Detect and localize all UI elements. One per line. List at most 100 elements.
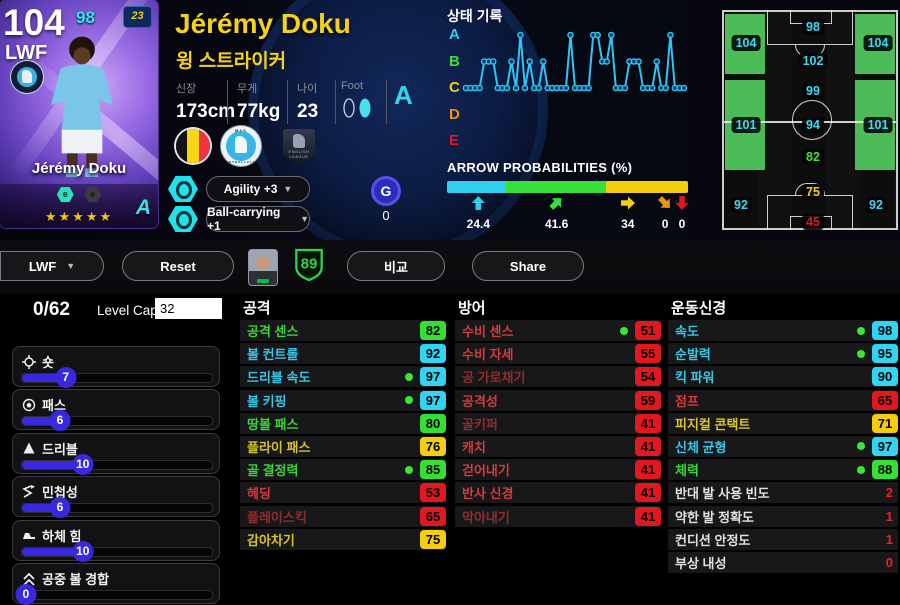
slider-knob[interactable]: 0	[15, 584, 37, 605]
league-badge-text: ENGLISH LEAGUE	[288, 149, 310, 159]
position-selector-label: LWF	[28, 258, 57, 274]
stat-row: 캐치 41	[455, 435, 661, 457]
arrow-marker-up: 24.4	[467, 195, 490, 231]
height-block: 신장 173cm	[176, 80, 235, 123]
compare-button[interactable]: 비교	[347, 251, 445, 281]
stat-label: 땅볼 패스	[247, 416, 299, 432]
slider-fill	[22, 504, 60, 513]
condition-history-chart	[462, 31, 688, 92]
up-right-arrow-icon	[549, 198, 562, 210]
pitch-rating-cf: 98	[802, 19, 824, 35]
belgium-flag-icon	[176, 129, 210, 163]
skill-dropdown-ball-carrying[interactable]: Ball-carrying +1 ▼	[206, 205, 310, 233]
stat-value-badge: 41	[635, 460, 661, 480]
skill-dropdown-agility[interactable]: Agility +3 ▼	[206, 176, 310, 202]
slider-track[interactable]: 7	[21, 367, 213, 388]
stat-value-badge: 65	[420, 506, 446, 526]
condition-level-A: A	[449, 26, 460, 43]
dribble-cone-icon	[23, 442, 35, 454]
efootball-hex-icon: e	[84, 187, 102, 202]
arrow-marker-down-right: 0	[657, 195, 673, 231]
chevron-down-icon: ▼	[66, 261, 76, 271]
stat-row: 플레이스킥 65	[240, 505, 446, 527]
slider-track[interactable]: 6	[21, 497, 213, 519]
manager-avatar[interactable]	[248, 249, 278, 286]
stat-value-badge: 92	[420, 344, 446, 364]
footprints-icon	[343, 98, 371, 118]
height-value: 173cm	[176, 101, 236, 122]
training-label: 공중 볼 경합	[42, 572, 110, 587]
card-club-emblem-icon	[11, 61, 43, 93]
stat-label: 공 가로채기	[462, 370, 526, 386]
stat-row: 피지컬 콘택트 71	[668, 412, 898, 434]
card-season-emblem: 23	[123, 6, 152, 28]
stat-value-badge: 90	[872, 367, 898, 387]
stat-label: 킥 파워	[675, 370, 715, 386]
slider-knob[interactable]: 6	[49, 497, 71, 519]
stat-row: 신체 균형 97	[668, 435, 898, 457]
stat-value-badge: 41	[635, 436, 661, 456]
pitch-rating-cmf: 94	[802, 117, 824, 133]
agility-zigzag-icon	[22, 484, 35, 498]
gp-value: 0	[382, 208, 390, 223]
slider-fill	[22, 374, 66, 382]
reset-button[interactable]: Reset	[122, 251, 234, 281]
stat-row: 땅볼 패스 80	[240, 412, 446, 434]
stat-value-badge: 97	[872, 436, 898, 456]
stat-column-2: 방어 수비 센스 51 수비 자세 55 공 가로채기 54 공격성 59 골키퍼 41 캐치 41 걷어…	[455, 297, 661, 529]
stat-value-badge: 41	[635, 483, 661, 503]
trained-dot-icon	[857, 326, 865, 335]
arrow-probabilities-title: ARROW PROBABILITIES (%)	[447, 160, 633, 175]
stat-row: 공격성 59	[455, 389, 661, 411]
weight-value: 77kg	[237, 101, 281, 122]
stat-label: 공격 센스	[247, 324, 299, 339]
stat-value-badge: 65	[872, 390, 898, 410]
stat-value: 1	[885, 531, 893, 547]
stat-row: 볼 컨트롤 92	[240, 343, 446, 365]
action-bar: LWF ▼ Reset 89 비교 Share	[0, 240, 900, 293]
center-circle	[792, 100, 832, 140]
slider-track[interactable]: 6	[21, 410, 213, 432]
trained-dot-icon	[405, 372, 413, 381]
share-button[interactable]: Share	[472, 251, 584, 281]
club-badge-top-text: MAS	[221, 128, 261, 133]
pitch-rating-amf: 99	[802, 83, 824, 99]
skill-hex-icon	[168, 176, 198, 202]
slider-track[interactable]: 0	[15, 584, 213, 605]
stat-column-title: 운동신경	[671, 300, 727, 317]
slider-knob[interactable]: 7	[55, 367, 77, 388]
position-selector-dropdown[interactable]: LWF ▼	[0, 251, 104, 281]
stat-label: 막아내기	[462, 509, 510, 525]
stat-label: 신체 균형	[675, 439, 727, 455]
share-label: Share	[509, 258, 547, 274]
stat-label: 걷어내기	[462, 463, 510, 479]
age-value: 23	[297, 101, 319, 122]
pitch-rating-rmf: 101	[863, 117, 893, 133]
stat-row: 플라이 패스 76	[240, 435, 446, 457]
age-block: 나이 23	[297, 80, 318, 123]
stat-label: 골 결정력	[247, 463, 299, 479]
slider-knob[interactable]: 10	[72, 540, 94, 562]
down-arrow-icon	[675, 196, 689, 210]
slider-knob[interactable]: 6	[49, 410, 71, 432]
training-slider-5: 하체 힘 10	[12, 519, 220, 562]
slider-knob[interactable]: 10	[72, 453, 94, 475]
reset-label: Reset	[160, 258, 196, 274]
pitch-rating-rb: 92	[865, 197, 887, 213]
slider-track[interactable]: 10	[21, 540, 213, 562]
up-arrow-icon	[471, 196, 485, 210]
stat-label: 속도	[675, 324, 699, 339]
trained-dot-icon	[857, 349, 865, 358]
arrow-marker-down: 0	[674, 195, 690, 231]
player-name: Jérémy Doku	[175, 8, 351, 39]
slider-track[interactable]: 10	[21, 453, 213, 475]
level-cap-input[interactable]	[155, 298, 222, 319]
stat-label: 볼 컨트롤	[247, 347, 299, 363]
stat-value-badge: 59	[635, 390, 661, 410]
english-league-badge-icon: ENGLISH LEAGUE	[283, 129, 315, 165]
training-label: 드리블	[42, 441, 78, 457]
stat-label: 볼 키핑	[247, 393, 287, 409]
card-bottom-band: e e ★★★★★ A	[0, 184, 158, 228]
pitch-rating-dmf: 82	[802, 149, 824, 165]
